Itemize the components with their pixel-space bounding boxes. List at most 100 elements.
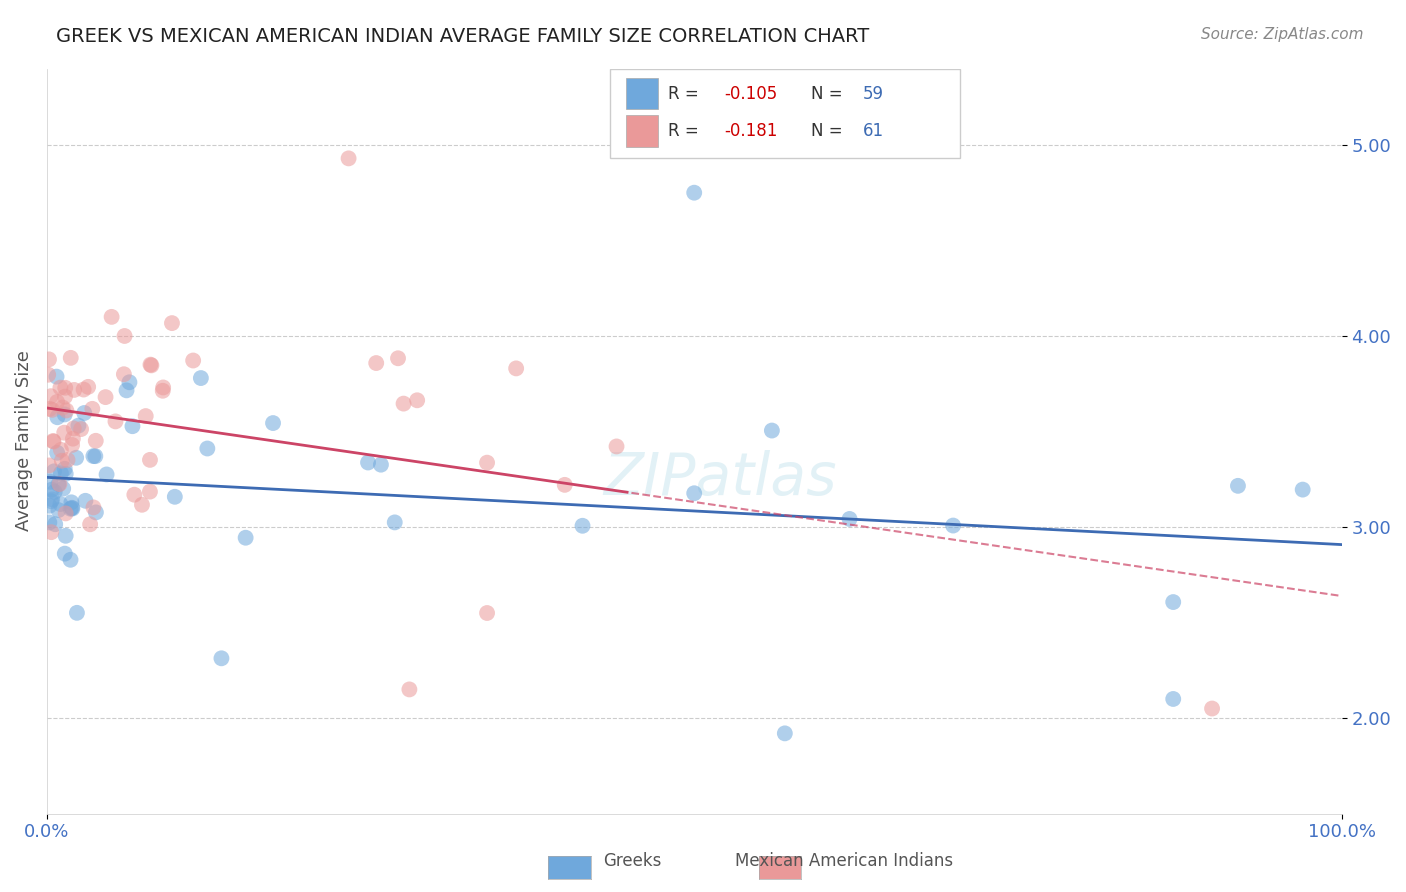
- Greeks: [59, 501, 82, 516]
- Greeks: [235, 531, 257, 545]
- Mexican American Indians: [505, 361, 527, 376]
- Mexican American Indians: [114, 329, 136, 343]
- Greeks: [39, 494, 62, 508]
- Mexican American Indians: [605, 439, 627, 453]
- Mexican American Indians: [56, 453, 79, 467]
- Mexican American Indians: [41, 402, 63, 417]
- Greeks: [53, 547, 76, 561]
- Greeks: [49, 467, 72, 481]
- Greeks: [67, 418, 90, 433]
- Mexican American Indians: [49, 381, 72, 395]
- Greeks: [209, 651, 232, 665]
- Mexican American Indians: [124, 488, 146, 502]
- Mexican American Indians: [135, 409, 157, 423]
- Mexican American Indians: [82, 500, 104, 515]
- Greeks: [44, 484, 66, 499]
- Greeks: [38, 499, 60, 513]
- Greeks: [118, 376, 141, 390]
- Mexican American Indians: [94, 390, 117, 404]
- Greeks: [45, 369, 67, 384]
- Greeks: [1161, 595, 1184, 609]
- Greeks: [357, 455, 380, 469]
- Mexican American Indians: [60, 438, 83, 452]
- Greeks: [942, 518, 965, 533]
- Mexican American Indians: [131, 498, 153, 512]
- Mexican American Indians: [554, 478, 576, 492]
- Greeks: [571, 518, 593, 533]
- Mexican American Indians: [70, 422, 93, 436]
- Mexican American Indians: [39, 389, 62, 403]
- Greeks: [84, 505, 107, 519]
- Text: -0.181: -0.181: [724, 122, 778, 140]
- Mexican American Indians: [77, 380, 100, 394]
- Mexican American Indians: [42, 434, 65, 448]
- Greeks: [761, 424, 783, 438]
- Greeks: [55, 467, 77, 481]
- Greeks: [48, 477, 70, 491]
- Greeks: [1161, 692, 1184, 706]
- Greeks: [683, 486, 706, 500]
- Greeks: [121, 419, 143, 434]
- Greeks: [53, 462, 76, 476]
- Y-axis label: Average Family Size: Average Family Size: [15, 351, 32, 532]
- Mexican American Indians: [55, 403, 77, 417]
- Greeks: [44, 517, 66, 532]
- Mexican American Indians: [49, 442, 72, 457]
- Mexican American Indians: [141, 359, 163, 373]
- Greeks: [41, 483, 63, 497]
- Greeks: [190, 371, 212, 385]
- Mexican American Indians: [53, 381, 76, 395]
- Mexican American Indians: [63, 383, 86, 397]
- Greeks: [48, 503, 70, 517]
- Mexican American Indians: [79, 517, 101, 532]
- Mexican American Indians: [152, 384, 174, 398]
- Greeks: [163, 490, 186, 504]
- FancyBboxPatch shape: [626, 115, 658, 147]
- Text: R =: R =: [668, 122, 704, 140]
- Mexican American Indians: [160, 316, 183, 330]
- Mexican American Indians: [337, 152, 360, 166]
- Mexican American Indians: [84, 434, 107, 448]
- Mexican American Indians: [398, 682, 420, 697]
- Text: -0.105: -0.105: [724, 85, 778, 103]
- FancyBboxPatch shape: [610, 69, 960, 158]
- Mexican American Indians: [139, 453, 162, 467]
- Mexican American Indians: [38, 401, 60, 416]
- Greeks: [384, 516, 406, 530]
- Mexican American Indians: [46, 395, 69, 409]
- Greeks: [42, 464, 65, 478]
- Mexican American Indians: [37, 368, 59, 382]
- Mexican American Indians: [475, 606, 498, 620]
- Mexican American Indians: [366, 356, 388, 370]
- Mexican American Indians: [387, 351, 409, 366]
- Mexican American Indians: [39, 525, 62, 540]
- Mexican American Indians: [475, 456, 498, 470]
- Text: N =: N =: [811, 85, 848, 103]
- Greeks: [38, 516, 60, 530]
- Mexican American Indians: [139, 358, 162, 372]
- Greeks: [53, 408, 76, 422]
- Mexican American Indians: [55, 507, 77, 521]
- Text: 61: 61: [862, 122, 883, 140]
- Mexican American Indians: [62, 421, 84, 435]
- Greeks: [683, 186, 706, 200]
- Mexican American Indians: [100, 310, 122, 324]
- Greeks: [84, 449, 107, 463]
- Mexican American Indians: [48, 477, 70, 491]
- Mexican American Indians: [72, 383, 94, 397]
- Mexican American Indians: [38, 352, 60, 367]
- Greeks: [115, 384, 138, 398]
- Greeks: [82, 449, 104, 463]
- Mexican American Indians: [51, 454, 73, 468]
- Greeks: [96, 467, 118, 482]
- Text: N =: N =: [811, 122, 848, 140]
- Text: 59: 59: [862, 85, 883, 103]
- Greeks: [46, 410, 69, 425]
- Greeks: [73, 406, 96, 420]
- Mexican American Indians: [181, 353, 204, 368]
- Text: Greeks: Greeks: [603, 852, 662, 870]
- Greeks: [62, 501, 84, 516]
- Greeks: [1292, 483, 1315, 497]
- Text: Mexican American Indians: Mexican American Indians: [734, 852, 953, 870]
- Greeks: [46, 446, 69, 460]
